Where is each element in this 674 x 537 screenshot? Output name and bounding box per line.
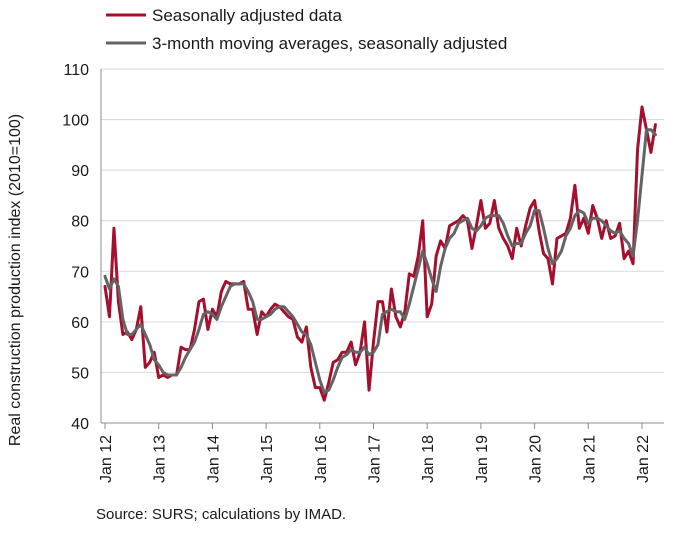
series-layer xyxy=(103,105,657,402)
axes xyxy=(100,69,664,429)
y-tick-labels: 40 50 60 70 80 90 100 110 xyxy=(62,62,89,433)
x-tick-label: Jan 22 xyxy=(635,435,652,483)
y-tick-label: 60 xyxy=(71,315,89,332)
legend-label: 3-month moving averages, seasonally adju… xyxy=(152,34,507,53)
legend-label: Seasonally adjusted data xyxy=(152,6,343,25)
x-tick-label: Jan 21 xyxy=(581,435,598,483)
y-tick-label: 70 xyxy=(71,264,89,281)
y-tick-label: 110 xyxy=(63,62,89,79)
y-axis-title: Real construction production index (2010… xyxy=(7,114,24,446)
y-tick-label: 100 xyxy=(62,113,89,130)
source-note: Source: SURS; calculations by IMAD. xyxy=(96,506,347,523)
y-tick-label: 80 xyxy=(71,214,89,231)
x-tick-label: Jan 15 xyxy=(259,435,276,483)
series-line-moving-average xyxy=(103,128,657,395)
series-line-seasonally-adjusted xyxy=(103,105,657,402)
legend: Seasonally adjusted data 3-month moving a… xyxy=(106,6,507,53)
x-tick-label: Jan 16 xyxy=(313,435,330,483)
x-tick-label: Jan 19 xyxy=(474,435,491,483)
x-tick-label: Jan 17 xyxy=(367,435,384,483)
y-tick-label: 90 xyxy=(71,163,89,180)
y-tick-label: 40 xyxy=(71,416,89,433)
x-tick-labels: Jan 12 Jan 13 Jan 14 Jan 15 Jan 16 Jan 17 Jan … xyxy=(98,435,652,483)
x-tick-label: Jan 18 xyxy=(420,435,437,483)
x-tick-label: Jan 14 xyxy=(205,435,222,483)
x-tick-label: Jan 12 xyxy=(98,435,115,483)
y-tick-label: 50 xyxy=(71,365,89,382)
x-tick-label: Jan 20 xyxy=(528,435,545,483)
x-tick-label: Jan 13 xyxy=(152,435,169,483)
